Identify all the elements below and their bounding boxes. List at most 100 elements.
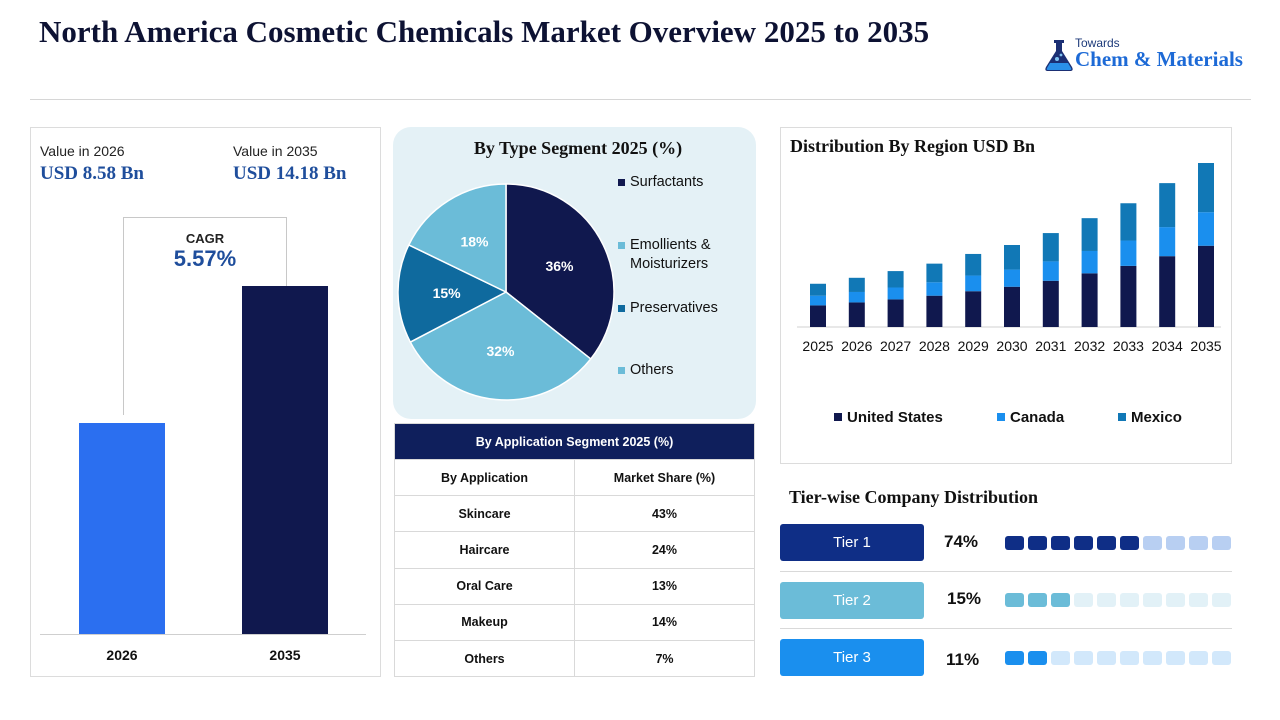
tier-meter-dot	[1166, 651, 1185, 665]
table-row: Oral Care 13%	[394, 567, 755, 605]
pie-slice-label: 32%	[486, 343, 515, 359]
tier-meter-dot	[1074, 651, 1093, 665]
legend-label: Others	[630, 362, 674, 378]
pie-slice	[397, 243, 508, 344]
tier-meter-dot	[1028, 593, 1047, 607]
stacked-bar-segment	[1042, 261, 1059, 281]
tier-meter-dot	[1005, 651, 1024, 665]
stacked-bar-segment	[1042, 280, 1059, 327]
legend-item-mexico: Mexico	[1118, 409, 1182, 426]
type-segment-panel: 36% 32% 15% 18% By Type Segment 2025 (%) Su…	[393, 127, 756, 419]
cell-share: 7%	[574, 639, 755, 678]
tier-meter-dot	[1189, 536, 1208, 550]
cagr-label: CAGR	[185, 231, 225, 246]
x-tick-label: 2029	[958, 338, 989, 354]
tier-meter-dot	[1051, 593, 1070, 607]
column-header-application: By Application	[394, 458, 575, 497]
legend-label: Mexico	[1131, 409, 1182, 426]
stacked-bar-segment	[1120, 265, 1137, 327]
value-2026: USD 8.58 Bn	[40, 163, 144, 184]
x-tick-label: 2030	[996, 338, 1027, 354]
cell-share: 13%	[574, 567, 755, 605]
tier-meter-dot	[1074, 593, 1093, 607]
tier-meter-dot	[1143, 651, 1162, 665]
pie-slice	[505, 183, 615, 361]
x-tick-label: 2027	[880, 338, 911, 354]
x-tick-label: 2031	[1035, 338, 1066, 354]
pie-slice-label: 15%	[433, 285, 462, 301]
tier-meter-dot	[1120, 593, 1139, 607]
table-title-row: By Application Segment 2025 (%)	[394, 423, 755, 460]
value-2035-label: Value in 2035	[233, 143, 318, 159]
stacked-bar-segment	[1081, 250, 1098, 274]
title-divider	[30, 99, 1251, 100]
legend-item-preservatives: Preservatives	[618, 299, 718, 318]
stacked-bar-segment	[810, 295, 826, 306]
tier-meter-dot	[1051, 536, 1070, 550]
tier-1-percent: 74%	[944, 532, 979, 551]
legend-swatch	[618, 179, 625, 186]
cell-application: Haircare	[394, 531, 575, 569]
tier-meter-dot	[1005, 536, 1024, 550]
x-tick-label: 2035	[1190, 338, 1221, 354]
stacked-bar-segment	[887, 271, 904, 288]
value-summary-panel: Value in 2026 USD 8.58 Bn Value in 2035 …	[30, 127, 381, 677]
bar-2035	[242, 286, 328, 634]
tier-3-percent: 11%	[946, 650, 980, 669]
legend-swatch	[1118, 413, 1126, 421]
table-header-row: By Application Market Share (%)	[394, 458, 755, 497]
cell-application: Makeup	[394, 603, 575, 641]
flask-icon	[1045, 40, 1073, 71]
stacked-bar-segment	[1120, 240, 1137, 266]
tier-meter-dot	[1097, 651, 1116, 665]
x-tick-label: 2028	[919, 338, 950, 354]
legend-item-united-states: United States	[834, 409, 943, 426]
tier-meter-dot	[1074, 536, 1093, 550]
value-2026-label: Value in 2026	[40, 143, 125, 159]
stacked-bar-segment	[1004, 245, 1020, 270]
application-segment-table: By Application Segment 2025 (%) By Appli…	[394, 423, 755, 678]
logo-brand-text: Chem & Materials	[1075, 47, 1243, 71]
tier-meter-dot	[1120, 651, 1139, 665]
table-row: Skincare 43%	[394, 495, 755, 533]
cell-share: 43%	[574, 495, 755, 533]
page-title: North America Cosmetic Chemicals Market …	[39, 14, 930, 49]
region-stacked-bar-chart: 2025 2026 2027 2028 2029 2030 2031 2032 2033 2034…	[797, 163, 1222, 354]
tier-meter-dot	[1028, 651, 1047, 665]
tier-section-title: Tier-wise Company Distribution	[789, 487, 1039, 507]
table-row: Haircare 24%	[394, 531, 755, 569]
legend-swatch	[834, 413, 842, 421]
stacked-bar-segment	[1159, 256, 1176, 327]
stacked-bar-segment	[926, 282, 943, 296]
tier-meter-dot	[1212, 593, 1231, 607]
tier-meter-dot	[1166, 593, 1185, 607]
stacked-bar-segment	[848, 291, 865, 303]
tier-meter-dot	[1212, 536, 1231, 550]
stacked-bar-segment	[810, 283, 826, 296]
x-axis-line	[40, 634, 366, 635]
pie-title: By Type Segment 2025 (%)	[473, 138, 683, 158]
stacked-bar-segment	[965, 253, 982, 276]
stacked-bar-segment	[1004, 269, 1020, 287]
stacked-bar-segment	[1159, 183, 1176, 228]
tier-meter-dot	[1005, 593, 1024, 607]
stacked-bar-segment	[1081, 273, 1098, 327]
stacked-bar-segment	[1042, 233, 1059, 262]
column-header-share: Market Share (%)	[574, 458, 755, 497]
legend-label: Surfactants	[630, 174, 704, 190]
stacked-bar-segment	[1159, 227, 1176, 257]
tier-meter-dot	[1097, 593, 1116, 607]
legend-label: Canada	[1010, 409, 1065, 426]
tier-divider	[780, 628, 1232, 629]
table-title: By Application Segment 2025 (%)	[394, 423, 755, 460]
legend-label: Emollients & Moisturizers	[630, 237, 711, 272]
region-distribution-panel: 2025 2026 2027 2028 2029 2030 2031 2032 2033 2034…	[780, 127, 1232, 464]
tier-2-percent: 15%	[947, 589, 982, 608]
tier-meter-dot	[1212, 651, 1231, 665]
tier-meter-dot	[1051, 651, 1070, 665]
brand-logo: Towards Chem & Materials	[1044, 36, 1254, 76]
table-row: Others 7%	[394, 639, 755, 678]
cell-share: 24%	[574, 531, 755, 569]
x-tick-label: 2025	[802, 338, 833, 354]
tier-meter-dot	[1097, 536, 1116, 550]
